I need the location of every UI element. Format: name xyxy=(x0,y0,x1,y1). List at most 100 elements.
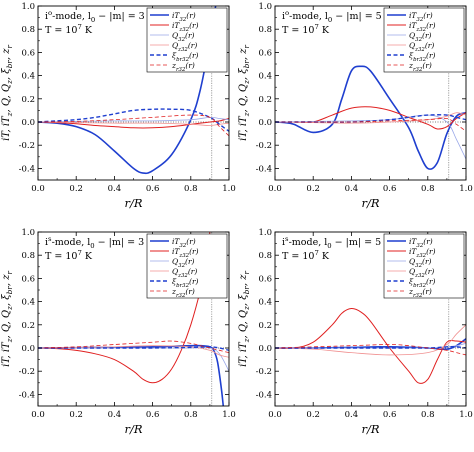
legend-label: Q32​(r) xyxy=(409,257,432,269)
series-group xyxy=(38,232,229,406)
y-tick-label: -0.4 xyxy=(19,390,35,400)
legend-box xyxy=(146,233,228,299)
x-tick-label: 1.0 xyxy=(459,184,473,194)
y-tick-label: 0.4 xyxy=(258,72,272,82)
y-tick-label: 0.0 xyxy=(258,344,272,354)
y-tick-label: 0.2 xyxy=(21,95,35,105)
legend-box xyxy=(383,7,465,73)
x-axis-label: r/R xyxy=(124,422,142,436)
x-tick-label: 0.2 xyxy=(69,410,83,420)
legend-label: zr32​(r) xyxy=(171,287,195,299)
y-tick-label: -0.2 xyxy=(256,141,272,151)
legend-label: ξbr32​(r) xyxy=(409,51,436,63)
legend-box xyxy=(383,233,465,299)
legend-box xyxy=(146,7,228,73)
y-tick-label: 0.8 xyxy=(21,25,35,35)
y-tick-label: -0.2 xyxy=(19,141,35,151)
legend-label: zr32​(r) xyxy=(408,287,432,299)
y-tick-label: 1.0 xyxy=(258,228,272,238)
series-line-4 xyxy=(38,346,229,351)
y-axis-label: iT, iTz​, Q, Qz​, ξbr​, zr​ xyxy=(1,45,14,141)
y-axis-label: iT, iTz​, Q, Qz​, ξbr​, zr​ xyxy=(238,45,251,141)
legend-label: zr32​(r) xyxy=(171,61,195,73)
legend-label: ξbr32​(r) xyxy=(172,277,199,289)
x-axis-label: r/R xyxy=(124,196,142,210)
mode-annotation: io​-mode, l0​ − |m| = 3 xyxy=(45,9,145,24)
x-tick-label: 0.6 xyxy=(146,184,160,194)
series-line-0 xyxy=(38,6,217,175)
y-tick-label: 0.0 xyxy=(21,344,35,354)
legend-label: iT32​(r) xyxy=(172,11,196,23)
mode-annotation: is​-mode, l0​ − |m| = 3 xyxy=(45,235,144,250)
series-line-1 xyxy=(38,118,229,129)
y-tick-label: 0.8 xyxy=(258,25,272,35)
legend-label: Q32​(r) xyxy=(172,31,195,43)
x-tick-label: 0.8 xyxy=(184,410,198,420)
series-line-5 xyxy=(275,344,466,356)
y-tick-label: 0.4 xyxy=(258,298,272,308)
x-tick-label: 0.4 xyxy=(108,410,122,420)
legend-label: Qz32​(r) xyxy=(172,267,197,279)
series-line-0 xyxy=(275,65,466,170)
y-tick-label: 0.6 xyxy=(21,48,35,58)
x-tick-label: 0.8 xyxy=(421,410,435,420)
y-tick-label: 0.2 xyxy=(258,321,272,331)
x-axis-label: r/R xyxy=(361,196,379,210)
legend-label: ξbr32​(r) xyxy=(409,277,436,289)
x-tick-label: 0.4 xyxy=(108,184,122,194)
y-tick-label: 0.0 xyxy=(258,118,272,128)
series-line-5 xyxy=(275,117,466,132)
x-tick-label: 0.2 xyxy=(306,184,320,194)
x-tick-label: 0.8 xyxy=(184,184,198,194)
x-tick-label: 0.6 xyxy=(383,184,397,194)
y-axis-label: iT, iTz​, Q, Qz​, ξbr​, zr​ xyxy=(238,271,251,367)
y-tick-label: 0.4 xyxy=(21,298,35,308)
x-tick-label: 0.0 xyxy=(268,184,282,194)
temperature-annotation: T = 107​ K xyxy=(45,23,93,36)
legend-label: Q32​(r) xyxy=(409,31,432,43)
y-tick-label: -0.4 xyxy=(256,390,272,400)
x-tick-label: 0.4 xyxy=(345,410,359,420)
series-group xyxy=(275,308,466,384)
legend-label: Qz32​(r) xyxy=(409,267,434,279)
x-tick-label: 1.0 xyxy=(459,410,473,420)
legend-label: zr32​(r) xyxy=(408,61,432,73)
panel-bottom-left: 0.0 0.2 0.4 0.6 0.8 1.0 -0.4 -0.2 0.0 0.2 0.4 0.6 0.… xyxy=(1,228,236,436)
y-tick-label: 0.0 xyxy=(21,118,35,128)
legend-label: Qz32​(r) xyxy=(409,41,434,53)
y-tick-label: -0.2 xyxy=(256,367,272,377)
legend-label: ξbr32​(r) xyxy=(172,51,199,63)
panel-bottom-right: 0.0 0.2 0.4 0.6 0.8 1.0 -0.4 -0.2 0.0 0.2 0.4 0.6 0.… xyxy=(238,228,473,436)
series-line-1 xyxy=(38,232,211,384)
y-tick-label: 0.2 xyxy=(21,321,35,331)
legend-label: iTz32​(r) xyxy=(409,21,436,33)
series-line-1 xyxy=(275,308,466,384)
panel-top-left: 0.0 0.2 0.4 0.6 0.8 1.0 -0.4 -0.2 0.0 0.2 0.4 0.6 0.… xyxy=(1,2,236,210)
x-tick-label: 0.6 xyxy=(383,410,397,420)
temperature-annotation: T = 107​ K xyxy=(45,249,93,262)
x-tick-label: 0.0 xyxy=(31,184,45,194)
x-tick-label: 0.8 xyxy=(421,184,435,194)
y-tick-label: 0.6 xyxy=(258,48,272,58)
y-tick-label: 0.8 xyxy=(258,251,272,261)
y-axis-label: iT, iTz​, Q, Qz​, ξbr​, zr​ xyxy=(1,271,14,367)
temperature-annotation: T = 107​ K xyxy=(282,23,330,36)
mode-annotation: io​-mode, l0​ − |m| = 5 xyxy=(282,9,382,24)
series-line-3 xyxy=(275,324,466,356)
y-tick-label: 1.0 xyxy=(258,2,272,12)
legend-label: iT32​(r) xyxy=(409,11,433,23)
series-line-4 xyxy=(38,108,229,132)
y-tick-label: 1.0 xyxy=(21,228,35,238)
legend-label: iTz32​(r) xyxy=(409,247,436,259)
x-tick-label: 0.2 xyxy=(306,410,320,420)
series-line-0 xyxy=(38,344,225,406)
y-tick-label: 0.6 xyxy=(258,274,272,284)
y-tick-label: 0.6 xyxy=(21,274,35,284)
y-tick-label: -0.4 xyxy=(256,164,272,174)
series-group xyxy=(275,65,466,170)
x-tick-label: 0.2 xyxy=(69,184,83,194)
x-tick-label: 0.0 xyxy=(268,410,282,420)
legend-label: Q32​(r) xyxy=(172,257,195,269)
y-tick-label: 0.8 xyxy=(21,251,35,261)
series-line-2 xyxy=(38,347,229,372)
